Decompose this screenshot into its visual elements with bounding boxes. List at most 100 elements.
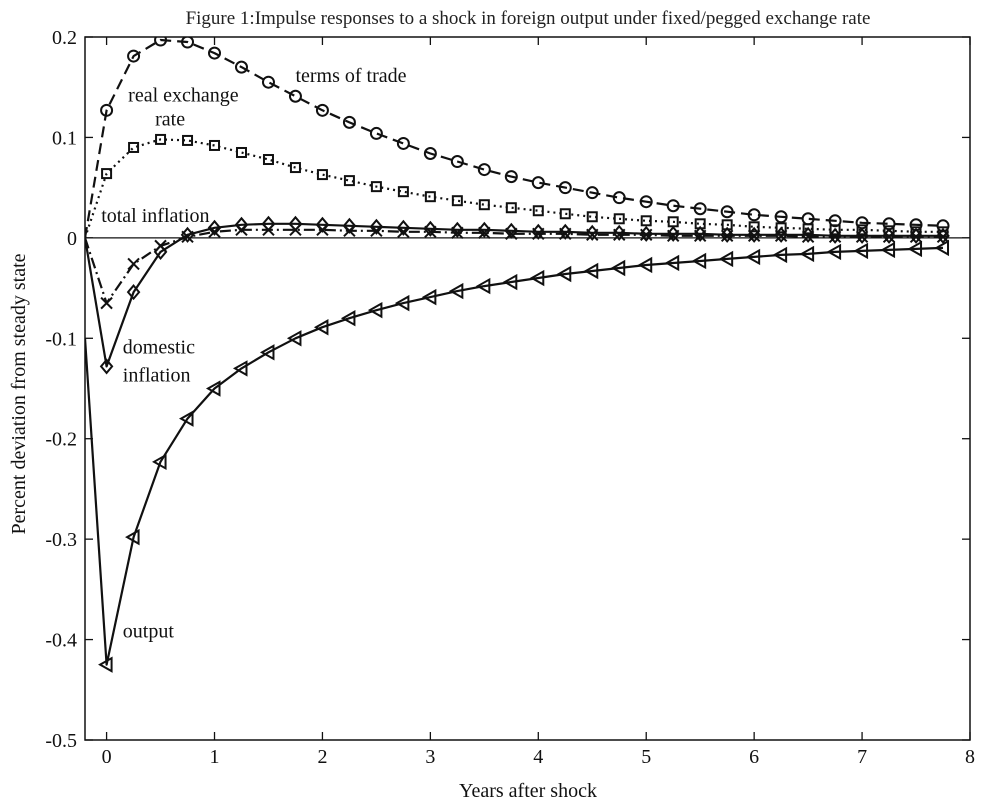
data-point-output xyxy=(152,453,167,471)
data-point-domestic-inflation xyxy=(315,216,330,233)
data-point-real-exchange-rate xyxy=(209,139,221,151)
data-point-terms-of-trade xyxy=(666,199,680,213)
data-point-domestic-inflation xyxy=(99,358,114,375)
series-line-terms-of-trade xyxy=(85,38,944,239)
data-point-terms-of-trade xyxy=(747,208,761,222)
data-point-terms-of-trade xyxy=(234,60,248,74)
data-point-output xyxy=(394,294,410,312)
data-point-terms-of-trade xyxy=(612,191,626,205)
data-point-output xyxy=(232,360,248,377)
data-point-real-exchange-rate xyxy=(235,146,247,158)
series-line-real-exchange-rate xyxy=(85,138,943,239)
series-markers-output xyxy=(98,239,950,673)
data-point-terms-of-trade xyxy=(720,205,734,219)
data-point-output xyxy=(340,309,356,327)
data-point-total-inflation xyxy=(127,257,140,271)
data-point-domestic-inflation xyxy=(612,224,627,241)
data-point-real-exchange-rate xyxy=(128,141,140,153)
x-axis-label: Years after shock xyxy=(459,780,597,802)
data-point-domestic-inflation xyxy=(639,225,654,242)
data-point-output xyxy=(529,269,545,287)
x-tick-label: 3 xyxy=(425,746,435,768)
data-point-real-exchange-rate xyxy=(262,154,274,166)
data-point-domestic-inflation xyxy=(693,225,707,242)
data-point-domestic-inflation xyxy=(234,216,249,233)
data-point-domestic-inflation xyxy=(396,219,411,236)
data-point-output xyxy=(772,246,788,264)
data-point-terms-of-trade xyxy=(154,37,168,47)
data-point-output xyxy=(313,319,329,336)
data-point-terms-of-trade xyxy=(127,49,141,63)
annotation-real-exchange: real exchange xyxy=(128,84,239,106)
data-point-output xyxy=(934,239,950,257)
data-point-terms-of-trade xyxy=(315,103,329,117)
data-point-output xyxy=(556,265,572,283)
data-point-real-exchange-rate xyxy=(101,168,113,180)
data-point-domestic-inflation xyxy=(504,222,519,239)
plot-frame xyxy=(84,36,971,741)
data-point-real-exchange-rate xyxy=(748,221,760,233)
series-markers-domestic-inflation xyxy=(99,215,950,375)
data-point-terms-of-trade xyxy=(369,126,383,140)
axes: 0 1 2 3 4 5 6 7 8 0.2 0.1 0 -0.1 -0.2 -0.3 -0.4 -0.5 xyxy=(45,27,975,768)
data-point-terms-of-trade xyxy=(100,103,114,117)
data-point-domestic-inflation xyxy=(882,227,896,244)
data-point-real-exchange-rate xyxy=(802,223,814,235)
data-point-output xyxy=(178,410,194,427)
annotation-terms-of-trade: terms of trade xyxy=(295,65,406,87)
chart-title: Figure 1:Impulse responses to a shock in… xyxy=(186,8,871,29)
data-point-domestic-inflation xyxy=(288,215,303,232)
y-tick-label: -0.1 xyxy=(45,328,77,350)
data-point-terms-of-trade xyxy=(208,46,222,60)
data-point-terms-of-trade xyxy=(396,136,410,150)
data-point-output xyxy=(853,242,869,260)
data-point-real-exchange-rate xyxy=(182,134,194,146)
data-point-domestic-inflation xyxy=(558,223,573,240)
data-point-terms-of-trade xyxy=(531,176,545,190)
data-point-terms-of-trade xyxy=(450,155,464,169)
data-point-real-exchange-rate xyxy=(343,175,355,187)
data-point-total-inflation xyxy=(100,296,113,310)
data-point-real-exchange-rate xyxy=(559,208,571,220)
data-point-terms-of-trade xyxy=(423,146,437,160)
data-point-real-exchange-rate xyxy=(451,195,463,207)
data-point-output xyxy=(475,277,491,295)
data-point-terms-of-trade xyxy=(936,219,950,233)
x-tick-label: 7 xyxy=(857,746,867,768)
data-point-domestic-inflation xyxy=(936,227,950,244)
data-point-output xyxy=(880,241,896,259)
data-point-terms-of-trade xyxy=(288,89,302,103)
x-tick-label: 4 xyxy=(533,746,543,768)
data-point-domestic-inflation xyxy=(720,226,734,243)
data-point-output xyxy=(125,528,140,546)
data-point-real-exchange-rate xyxy=(586,211,598,223)
data-point-terms-of-trade xyxy=(504,170,518,184)
data-point-domestic-inflation xyxy=(666,225,681,242)
data-point-real-exchange-rate xyxy=(532,205,544,217)
data-point-output xyxy=(421,288,437,306)
data-point-output xyxy=(637,256,653,274)
data-point-real-exchange-rate xyxy=(829,224,841,236)
data-point-output xyxy=(907,240,923,258)
data-point-terms-of-trade xyxy=(477,163,491,177)
x-tick-label: 0 xyxy=(102,746,112,768)
data-point-real-exchange-rate xyxy=(775,222,787,234)
data-point-real-exchange-rate xyxy=(613,213,625,225)
data-point-output xyxy=(664,254,680,272)
data-point-real-exchange-rate xyxy=(505,202,517,214)
data-point-output xyxy=(583,262,599,280)
data-point-domestic-inflation xyxy=(180,226,195,243)
series-group xyxy=(85,37,970,673)
data-point-domestic-inflation xyxy=(801,226,815,243)
data-point-real-exchange-rate xyxy=(856,224,868,236)
data-point-terms-of-trade xyxy=(261,75,275,89)
data-point-terms-of-trade xyxy=(181,37,195,49)
data-point-domestic-inflation xyxy=(585,224,600,241)
data-point-real-exchange-rate xyxy=(397,186,409,198)
data-point-domestic-inflation xyxy=(207,219,222,236)
data-point-real-exchange-rate xyxy=(289,162,301,174)
y-tick-label: -0.5 xyxy=(45,730,77,752)
x-tick-label: 8 xyxy=(965,746,975,768)
annotation-output: output xyxy=(123,621,175,643)
